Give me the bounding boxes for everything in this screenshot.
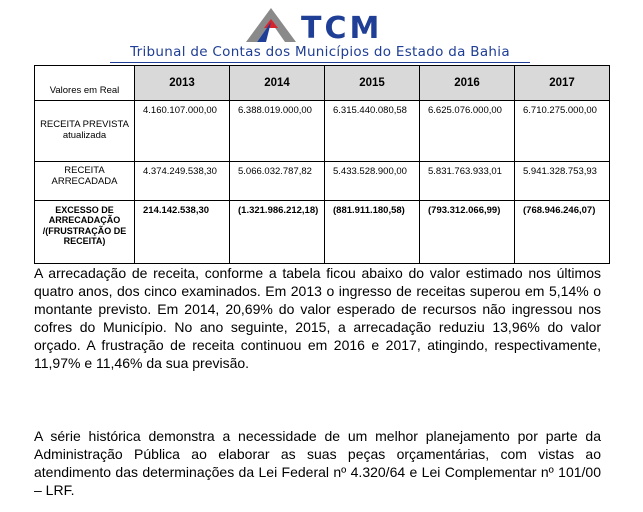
table-cell: (881.911.180,58) — [324, 200, 420, 264]
table-row: RECEITA ARRECADADA 4.374.249.538,30 5.06… — [34, 161, 610, 201]
year-header: 2015 — [324, 65, 420, 101]
table-cell: 5.831.763.933,01 — [419, 161, 515, 201]
table-header-row: Valores em Real 2013 2014 2015 2016 2017 — [34, 65, 610, 101]
tcm-header: TCM Tribunal de Contas dos Municípios do… — [0, 0, 643, 64]
corner-header: Valores em Real — [34, 65, 135, 101]
table-cell: (793.312.066,99) — [419, 200, 515, 264]
row-label: RECEITA PREVISTA atualizada — [34, 100, 135, 162]
year-header: 2016 — [419, 65, 515, 101]
table-cell: 6.315.440.080,58 — [324, 100, 420, 162]
table-cell: 214.142.538,30 — [134, 200, 230, 264]
revenue-table: Valores em Real 2013 2014 2015 2016 2017… — [34, 65, 610, 264]
table-cell: 5.433.528.900,00 — [324, 161, 420, 201]
table-cell: 4.374.249.538,30 — [134, 161, 230, 201]
logo-wordmark: TCM — [301, 11, 383, 46]
table-cell: 4.160.107.000,00 — [134, 100, 230, 162]
tcm-logo-icon — [246, 8, 296, 42]
logo-subtitle: Tribunal de Contas dos Municípios do Est… — [130, 44, 510, 60]
year-header: 2013 — [134, 65, 230, 101]
year-header: 2017 — [514, 65, 610, 101]
table-row: RECEITA PREVISTA atualizada 4.160.107.00… — [34, 100, 610, 162]
table-cell: 5.066.032.787,82 — [229, 161, 325, 201]
table-cell: 6.710.275.000,00 — [514, 100, 610, 162]
table-cell: 5.941.328.753,93 — [514, 161, 610, 201]
year-header: 2014 — [229, 65, 325, 101]
row-label: RECEITA ARRECADADA — [34, 161, 135, 201]
table-cell: (768.946.246,07) — [514, 200, 610, 264]
table-cell: 6.625.076.000,00 — [419, 100, 515, 162]
table-cell: (1.321.986.212,18) — [229, 200, 325, 264]
logo-divider — [110, 62, 530, 63]
conclusion-paragraph: A série histórica demonstra a necessidad… — [34, 428, 601, 498]
analysis-paragraph: A arrecadação de receita, conforme a tab… — [34, 265, 601, 371]
table-row: EXCESSO DE ARRECADAÇÃO /(FRUSTRAÇÃO DE R… — [34, 200, 610, 264]
row-label: EXCESSO DE ARRECADAÇÃO /(FRUSTRAÇÃO DE R… — [34, 200, 135, 264]
table-cell: 6.388.019.000,00 — [229, 100, 325, 162]
